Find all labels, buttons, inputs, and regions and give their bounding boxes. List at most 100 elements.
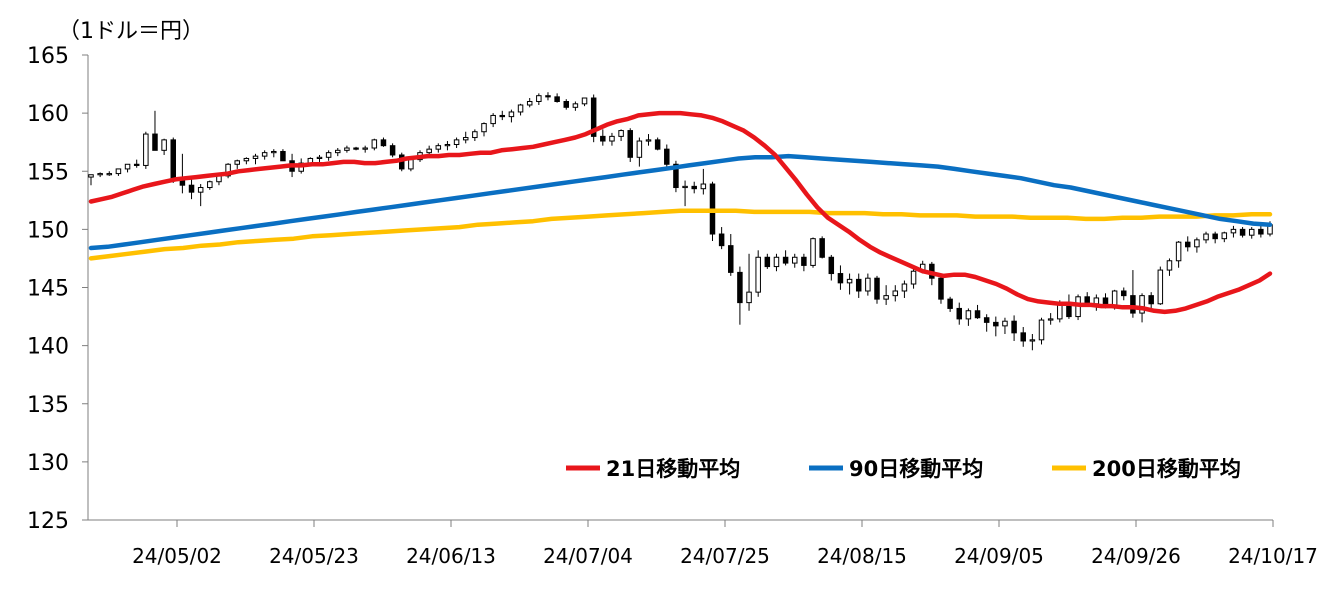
candle-body <box>700 183 707 190</box>
candle-body <box>517 104 524 113</box>
candle-body <box>965 310 972 320</box>
y-tick-label: 160 <box>27 102 69 127</box>
candle-body <box>252 155 259 159</box>
y-tick-label: 140 <box>27 335 69 360</box>
candle-body <box>453 139 460 146</box>
candle-body <box>124 163 131 170</box>
candle-body <box>1157 269 1164 305</box>
candle-body <box>435 145 442 150</box>
candle-body <box>161 139 167 151</box>
candle-body <box>170 139 177 179</box>
candle-body <box>380 139 387 147</box>
candle-body <box>782 256 789 264</box>
candle-body <box>819 238 825 258</box>
candle-body <box>682 185 688 189</box>
candle-body <box>600 135 606 142</box>
unit-label: （1ドル＝円） <box>58 19 204 44</box>
candle-body <box>993 321 999 327</box>
candle-body <box>526 101 533 106</box>
candle-body <box>837 273 844 284</box>
y-tick-label: 130 <box>27 451 69 476</box>
candle-body <box>983 317 990 323</box>
candle-body <box>901 283 908 292</box>
x-tick-label: 24/10/17 <box>1228 544 1318 568</box>
candle-body <box>590 97 597 137</box>
x-axis-tick-labels: 24/05/02 24/05/23 24/06/13 24/07/04 24/07/25… <box>132 544 1318 568</box>
y-tick-label: 135 <box>27 393 69 418</box>
x-tick-label: 24/09/26 <box>1091 544 1181 568</box>
candle-body <box>581 97 588 105</box>
candle-body <box>1002 320 1008 327</box>
candle-body <box>1221 232 1228 240</box>
candle-body <box>152 133 158 151</box>
candle-body <box>910 270 917 285</box>
candle-body <box>828 256 835 275</box>
legend-label-ma200: 200日移動平均 <box>1092 457 1241 481</box>
candle-body <box>261 152 268 157</box>
candle-body <box>1130 295 1136 314</box>
candle-body <box>801 256 807 266</box>
candle-body <box>764 256 771 268</box>
candle-body <box>846 278 853 284</box>
moving-average-lines <box>88 110 1273 315</box>
candle-body <box>344 147 350 151</box>
candle-body <box>654 139 661 150</box>
legend-label-ma90: 90日移動平均 <box>849 457 983 481</box>
candle-body <box>353 147 359 150</box>
candle-body <box>362 147 368 150</box>
candle-body <box>645 139 652 142</box>
candle-body <box>746 291 752 304</box>
x-tick-label: 24/09/05 <box>954 544 1044 568</box>
candle-body <box>618 130 624 137</box>
candle-body <box>1194 239 1200 248</box>
candle-body <box>225 163 231 177</box>
candle-body <box>572 103 579 108</box>
candle-body <box>1258 228 1264 235</box>
x-tick-label: 24/06/13 <box>406 544 496 568</box>
candlesticks <box>88 92 1273 351</box>
candle-body <box>1148 295 1154 305</box>
candle-body <box>554 96 560 102</box>
candle-body <box>143 133 149 166</box>
candle-body <box>106 173 113 176</box>
x-tick-label: 24/07/25 <box>680 544 770 568</box>
y-tick-label: 155 <box>27 160 69 185</box>
candle-body <box>207 181 213 189</box>
candle-body <box>371 139 378 149</box>
ma90-line <box>88 153 1273 251</box>
candle-body <box>1011 320 1017 334</box>
x-tick-label: 24/07/04 <box>543 544 633 568</box>
candle-body <box>855 278 862 292</box>
legend: 21日移動平均 90日移動平均 200日移動平均 <box>566 457 1241 481</box>
candle-body <box>664 148 670 165</box>
candle-body <box>883 295 889 300</box>
candle-body <box>1203 233 1209 241</box>
candle-body <box>1029 339 1036 342</box>
candle-body <box>1139 295 1145 314</box>
ma200-line <box>88 208 1273 261</box>
candle-body <box>974 310 981 319</box>
candle-body <box>563 101 570 108</box>
legend-label-ma21: 21日移動平均 <box>606 457 740 481</box>
candle-body <box>609 135 615 142</box>
candle-body <box>1166 260 1173 271</box>
x-tick-label: 24/05/23 <box>269 544 359 568</box>
candle-body <box>472 131 478 139</box>
candle-body <box>1111 290 1118 306</box>
candle-body <box>728 245 734 273</box>
candle-body <box>718 233 725 247</box>
y-axis-tick-labels: 165 160 155 150 145 140 135 130 125 <box>27 44 69 534</box>
y-tick-label: 125 <box>27 509 69 534</box>
candle-body <box>316 156 323 160</box>
candle-body <box>1184 241 1191 248</box>
candle-body <box>1093 297 1100 305</box>
candle-body <box>133 163 140 166</box>
candle-body <box>1212 233 1218 240</box>
candle-body <box>389 145 396 156</box>
candle-body <box>462 137 469 141</box>
candle-body <box>88 174 94 178</box>
candle-body <box>481 123 487 133</box>
candle-body <box>188 184 195 193</box>
candle-body <box>938 277 944 300</box>
